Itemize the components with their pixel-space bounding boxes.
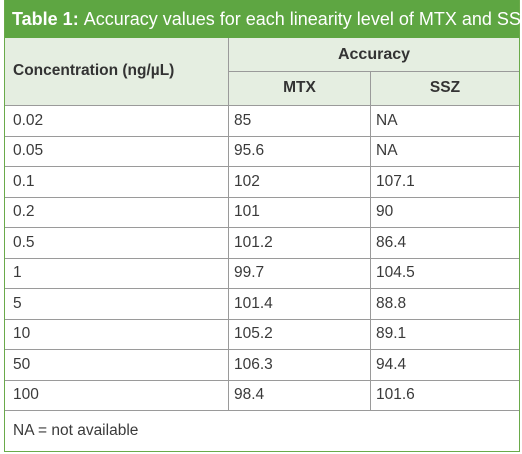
column-group-header-accuracy: Accuracy [337,46,411,63]
cell-mtx: 105.2 [234,325,273,343]
cell-ssz: 90 [376,203,394,221]
cell-ssz: 104.5 [376,264,415,282]
cell-concentration: 5 [13,294,22,312]
cell-mtx: 98.4 [234,386,265,404]
cell-mtx: 102 [234,172,260,190]
cell-mtx: 99.7 [234,264,265,282]
column-divider [228,350,229,381]
table-row: 0.5 101.2 86.4 [5,228,519,259]
column-divider [228,380,229,411]
column-divider [228,197,229,228]
column-header-mtx: MTX [283,79,316,96]
cell-mtx: 95.6 [234,142,265,160]
cell-concentration: 0.2 [13,203,35,221]
cell-concentration: 0.05 [13,142,44,160]
table-row: 100 98.4 101.6 [5,380,519,411]
table-row: 5 101.4 88.8 [5,289,519,320]
table-footnote: NA = not available [13,422,139,439]
cell-mtx: 85 [234,111,252,129]
table-row: 0.1 102 107.1 [5,167,519,198]
column-header-concentration: Concentration (ng/µL) [13,62,175,79]
column-header-ssz: SSZ [429,79,461,96]
cell-ssz: NA [376,111,398,129]
table-row: 1 99.7 104.5 [5,258,519,289]
table-frame: Table 1: Accuracy values for each linear… [4,0,522,452]
column-divider [370,167,371,198]
column-divider [370,228,371,259]
cell-concentration: 0.02 [13,111,44,129]
column-divider [370,136,371,167]
cell-ssz: 94.4 [376,355,407,373]
cell-concentration: 0.5 [13,233,35,251]
table-title: Table 1: Accuracy values for each linear… [5,0,522,38]
column-divider [228,167,229,198]
cell-ssz: 101.6 [376,386,415,404]
cell-concentration: 1 [13,264,22,282]
cell-ssz: 86.4 [376,233,407,251]
column-divider [370,106,371,137]
column-divider [370,197,371,228]
column-divider [228,258,229,289]
cell-mtx: 101.2 [234,233,273,251]
table-row: 50 106.3 94.4 [5,350,519,381]
cell-mtx: 101 [234,203,260,221]
header-divider [370,72,371,105]
column-divider [228,106,229,137]
column-divider [370,350,371,381]
cell-concentration: 10 [13,325,31,343]
cell-mtx: 101.4 [234,294,273,312]
table-row: 0.02 85 NA [5,106,519,137]
column-divider [370,258,371,289]
table-row: 10 105.2 89.1 [5,319,519,350]
column-divider [370,289,371,320]
table-header: Concentration (ng/µL) Accuracy MTX SSZ [5,38,519,106]
table-title-lead: Table 1: [12,8,79,29]
column-divider [228,319,229,350]
column-divider [370,380,371,411]
column-divider [228,136,229,167]
cell-concentration: 50 [13,355,31,373]
table-row: 0.05 95.6 NA [5,136,519,167]
table-body: 0.02 85 NA 0.05 95.6 NA 0.1 102 107.1 0.2 101 90 0.5… [5,106,519,411]
cell-concentration: 100 [13,386,39,404]
cell-ssz: 89.1 [376,325,407,343]
header-divider [228,38,229,105]
cell-ssz: NA [376,142,398,160]
column-divider [228,228,229,259]
cell-concentration: 0.1 [13,172,35,190]
cell-ssz: 88.8 [376,294,407,312]
cell-ssz: 107.1 [376,172,415,190]
table-row: 0.2 101 90 [5,197,519,228]
table-title-text: Accuracy values for each linearity level… [83,8,522,29]
cell-mtx: 106.3 [234,355,273,373]
column-divider [370,319,371,350]
table-bottom-border [5,451,519,452]
column-divider [228,289,229,320]
header-group-rule [229,71,519,72]
